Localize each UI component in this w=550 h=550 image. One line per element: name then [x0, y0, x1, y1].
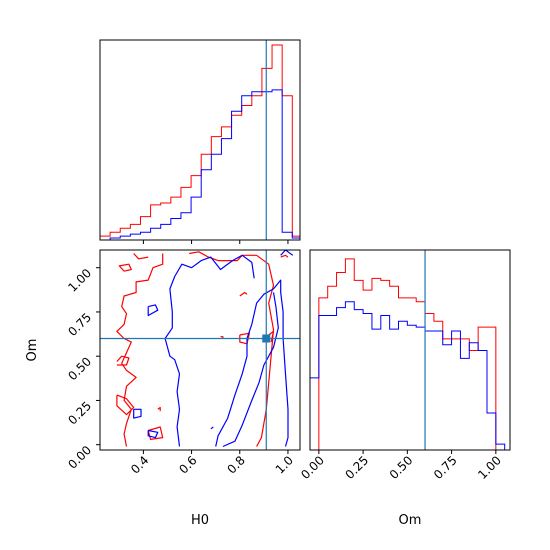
contour-line-blue — [280, 250, 294, 256]
joint-contour-group — [100, 250, 300, 450]
contour-line-red — [280, 254, 289, 258]
contour-line-red — [189, 251, 275, 447]
om-panel-frame — [309, 249, 511, 451]
contour-line-red — [116, 253, 164, 447]
truth-marker — [262, 334, 271, 343]
h0-marginal-panel — [99, 39, 301, 244]
om-x-tick-label: 0.75 — [431, 453, 460, 482]
x-tick-label: 0.6 — [176, 453, 199, 476]
om-x-tick-label: 0.50 — [387, 453, 416, 482]
contour-line-blue — [147, 304, 159, 317]
y-tick-label: 0.25 — [65, 399, 94, 428]
contour-line-blue — [164, 254, 255, 447]
contour-line-blue — [215, 279, 289, 447]
x-tick-label: 0.8 — [224, 453, 247, 476]
h0-histogram-blue-series — [100, 89, 301, 241]
x-axis-label-h0: H0 — [191, 513, 209, 528]
y-axis-label-om: Om — [25, 339, 40, 362]
y-tick-label: 0.75 — [65, 310, 94, 339]
y-tick-label: 0.00 — [65, 443, 94, 472]
contour-line-blue — [222, 292, 279, 448]
contour-line-red — [239, 291, 248, 297]
contour-line-blue — [133, 408, 142, 419]
joint-panel-frame — [99, 249, 301, 451]
contour-line-red — [118, 263, 132, 272]
contour-line-red — [157, 406, 161, 412]
om-histogram-blue-series — [309, 301, 506, 450]
x-tick-label: 0.4 — [128, 453, 151, 476]
om-marginal-panel: 0.00 0.25 0.50 0.75 1.00 — [298, 249, 511, 482]
x-tick-label: 1.0 — [273, 453, 296, 476]
y-tick-label: 0.50 — [65, 354, 94, 383]
x-axis-label-om: Om — [399, 513, 422, 528]
contour-line-red — [116, 355, 130, 366]
contour-line-red — [133, 253, 149, 260]
h0-om-contour-panel: 0.4 0.6 0.8 1.0 0.00 0.25 0.50 0.75 1.00 — [65, 249, 301, 477]
contour-line-blue — [147, 429, 159, 439]
y-tick-label: 1.00 — [65, 266, 94, 295]
h0-histogram-red-series — [99, 44, 301, 240]
om-histogram-red-series — [310, 258, 505, 451]
contour-line-blue — [210, 426, 214, 430]
contour-line-red — [116, 394, 135, 416]
om-x-tick-label: 0.00 — [298, 453, 327, 482]
h0-panel-frame — [99, 39, 301, 241]
om-x-tick-label: 1.00 — [475, 453, 504, 482]
om-x-tick-label: 0.25 — [342, 453, 371, 482]
